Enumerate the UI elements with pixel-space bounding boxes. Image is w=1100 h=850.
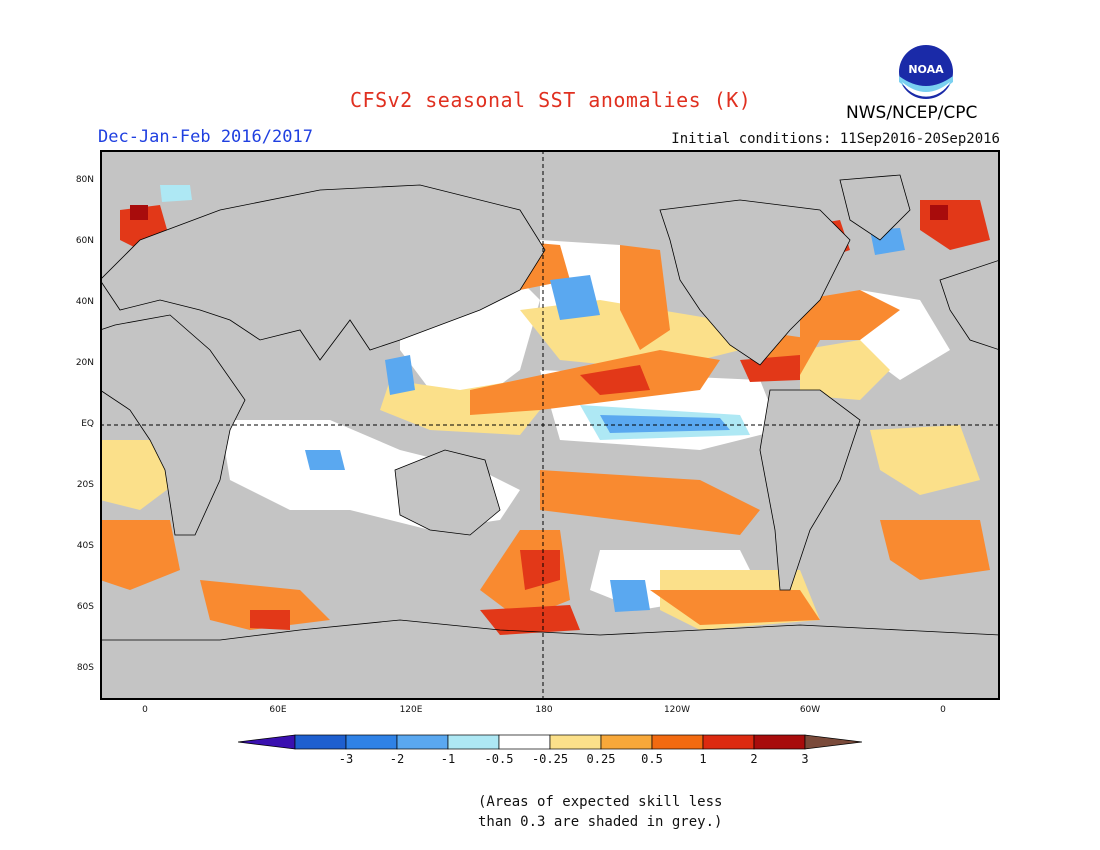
color-scale-bar: [238, 734, 862, 750]
lon-label: 120W: [663, 705, 691, 715]
colorbar-label: -0.25: [531, 752, 569, 766]
colorbar-label: -1: [440, 752, 456, 766]
lon-label: 120E: [399, 705, 423, 715]
antarctica-outline: [100, 619, 1000, 641]
initial-conditions-label: Initial conditions: 11Sep2016-20Sep2016: [671, 131, 1000, 147]
lat-label: EQ: [81, 419, 94, 429]
lat-label: 40N: [75, 297, 94, 307]
skill-note-line: than 0.3 are shaded in grey.): [478, 814, 723, 830]
colorbar-label: 0.25: [586, 752, 616, 766]
colorbar-label: 1: [699, 752, 707, 766]
lon-label: 0: [142, 705, 148, 715]
colorbar-segment: [396, 734, 449, 750]
colorbar-label: -0.5: [484, 752, 514, 766]
colorbar-label: -2: [389, 752, 405, 766]
colorbar-segment: [702, 734, 755, 750]
colorbar-segment: [498, 734, 551, 750]
colorbar-segment: [600, 734, 653, 750]
logo-text: NOAA: [908, 63, 944, 76]
colorbar-segment: [294, 734, 347, 750]
lon-label: 60W: [799, 705, 821, 715]
greenland-outline: [839, 174, 911, 241]
skill-note: (Areas of expected skill less than 0.3 a…: [478, 792, 722, 832]
map-frame: [100, 150, 1000, 700]
colorbar-min-arrow: [238, 734, 296, 750]
map-title: CFSv2 seasonal SST anomalies (K): [350, 88, 752, 112]
south-america-outline: [759, 389, 861, 591]
lat-label: 60N: [75, 236, 94, 246]
season-label: Dec-Jan-Feb 2016/2017: [98, 127, 313, 147]
sst-anomaly-map: [100, 150, 1000, 700]
lat-label: 20N: [75, 358, 94, 368]
continent-outlines: [100, 174, 1000, 641]
colorbar-label: 0.5: [641, 752, 663, 766]
skill-note-line: (Areas of expected skill less: [478, 794, 723, 810]
colorbar-segment: [753, 734, 806, 750]
lat-label: 40S: [76, 541, 94, 551]
north-america-outline: [659, 199, 851, 366]
lat-label: 60S: [76, 602, 94, 612]
lon-label: 180: [535, 705, 553, 715]
lon-label: 60E: [269, 705, 287, 715]
eurasia-outline: [100, 184, 546, 361]
colorbar-segment: [549, 734, 602, 750]
colorbar-label: 2: [750, 752, 758, 766]
lat-label: 80S: [76, 663, 94, 673]
colorbar-max-arrow: [804, 734, 862, 750]
noaa-logo-icon: NOAA: [897, 43, 955, 101]
lat-label: 80N: [75, 175, 94, 185]
cool-anomaly-regions: [160, 185, 905, 612]
colorbar-label: 3: [801, 752, 809, 766]
australia-outline: [394, 449, 501, 536]
lat-label: 20S: [76, 480, 94, 490]
agency-label: NWS/NCEP/CPC: [846, 103, 978, 123]
colorbar-label: -3: [338, 752, 354, 766]
europe-right-outline: [939, 259, 1000, 351]
colorbar-segment: [651, 734, 704, 750]
lon-label: 0: [940, 705, 946, 715]
colorbar-segment: [447, 734, 500, 750]
colorbar-segment: [345, 734, 398, 750]
